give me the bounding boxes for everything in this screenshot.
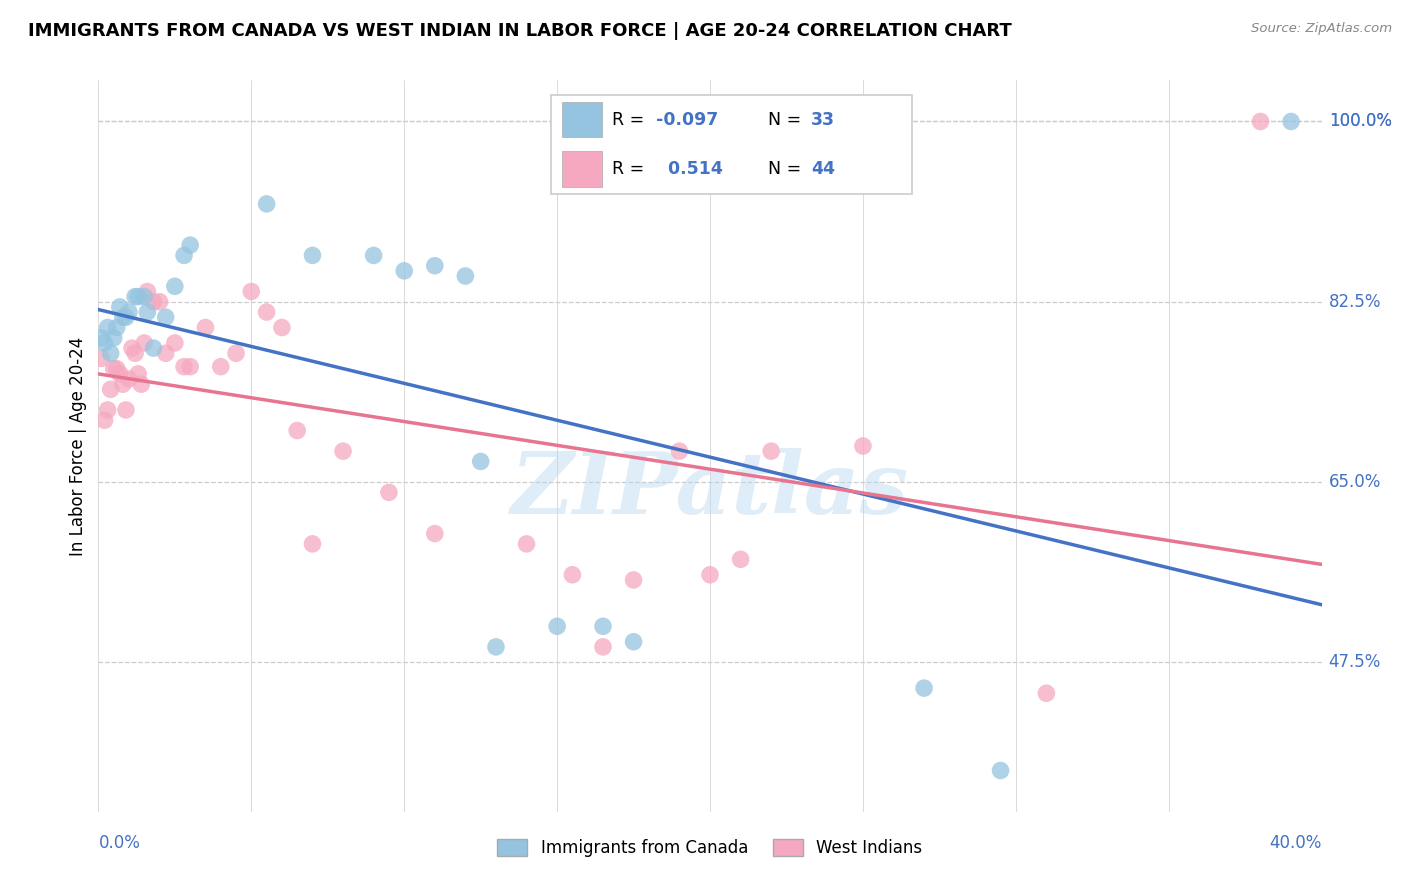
Point (546, 619, 568, 633)
Point (93, 336, 115, 351)
Text: 40.0%: 40.0% (1270, 834, 1322, 852)
Point (129, 377, 152, 392)
Point (105, 320, 128, 334)
Text: 100.0%: 100.0% (1329, 112, 1392, 130)
Point (623, 634, 645, 648)
Point (285, 424, 308, 438)
Point (118, 305, 141, 319)
Text: ZIPatlas: ZIPatlas (510, 448, 910, 532)
Text: 47.5%: 47.5% (1329, 653, 1381, 672)
Point (561, 567, 583, 582)
Point (378, 485, 401, 500)
Text: 82.5%: 82.5% (1329, 293, 1381, 310)
Point (103, 331, 125, 345)
Point (363, 248, 385, 262)
Point (179, 359, 201, 374)
Point (852, 439, 875, 453)
Point (163, 336, 186, 351)
Point (100, 382, 122, 396)
Point (301, 248, 323, 262)
Point (108, 367, 131, 381)
Point (1249, 114, 1271, 128)
Point (392, 264, 416, 278)
Point (699, 567, 721, 582)
Point (115, 403, 138, 417)
Point (485, 640, 508, 654)
Point (90, 351, 112, 366)
Point (225, 346, 247, 360)
Point (111, 310, 134, 325)
Point (730, 552, 752, 566)
Point (173, 359, 195, 374)
Point (118, 372, 141, 386)
Point (194, 320, 217, 334)
Point (270, 320, 292, 334)
Text: 0.0%: 0.0% (98, 834, 141, 852)
Point (142, 294, 165, 309)
Point (256, 197, 278, 211)
Point (149, 294, 172, 309)
Point (759, 444, 782, 458)
Point (124, 290, 146, 304)
Point (256, 305, 278, 319)
Point (423, 259, 446, 273)
Y-axis label: In Labor Force | Age 20-24: In Labor Force | Age 20-24 (69, 336, 87, 556)
Point (124, 346, 146, 360)
Point (115, 310, 138, 325)
Text: IMMIGRANTS FROM CANADA VS WEST INDIAN IN LABOR FORCE | AGE 20-24 CORRELATION CHA: IMMIGRANTS FROM CANADA VS WEST INDIAN IN… (28, 22, 1012, 40)
Point (134, 336, 156, 351)
Point (912, 681, 935, 695)
Point (240, 285, 263, 299)
Point (209, 359, 232, 374)
Text: 100.0%: 100.0% (1329, 112, 1392, 130)
Point (423, 526, 446, 541)
Point (516, 537, 538, 551)
Point (97, 320, 120, 334)
Point (111, 377, 134, 392)
Point (155, 310, 177, 325)
Point (454, 268, 477, 283)
Point (90, 331, 112, 345)
Text: Source: ZipAtlas.com: Source: ZipAtlas.com (1251, 22, 1392, 36)
Point (108, 300, 131, 314)
Point (163, 279, 186, 293)
Point (97, 403, 120, 417)
Text: 65.0%: 65.0% (1329, 473, 1381, 491)
Point (155, 346, 177, 360)
Point (105, 361, 128, 376)
Point (592, 640, 614, 654)
Point (592, 619, 614, 633)
Point (134, 290, 156, 304)
Point (121, 341, 143, 355)
Point (470, 454, 492, 468)
Point (100, 346, 122, 360)
Point (990, 764, 1012, 778)
Point (173, 248, 195, 262)
Point (103, 361, 125, 376)
Point (179, 238, 201, 252)
Point (1279, 114, 1302, 128)
Point (142, 341, 165, 355)
Point (93, 413, 115, 427)
Point (332, 444, 354, 458)
Point (127, 290, 149, 304)
Point (668, 444, 690, 458)
Point (623, 573, 645, 587)
Point (1035, 686, 1057, 700)
Point (136, 285, 159, 299)
Point (127, 367, 149, 381)
Point (301, 537, 323, 551)
Point (136, 305, 159, 319)
Legend: Immigrants from Canada, West Indians: Immigrants from Canada, West Indians (489, 830, 931, 865)
